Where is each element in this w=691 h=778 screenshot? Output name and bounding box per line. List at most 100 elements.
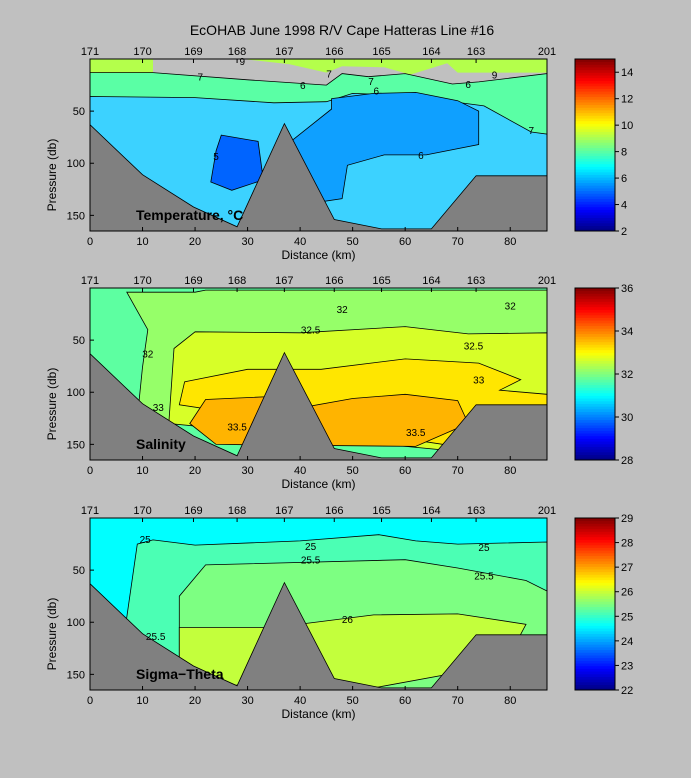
colorbar-swatch	[575, 630, 615, 634]
colorbar-swatch	[575, 451, 615, 456]
contour-region-9	[90, 59, 547, 75]
colorbar-swatch	[575, 158, 615, 162]
colorbar-swatch	[575, 679, 615, 683]
station-label: 164	[422, 275, 440, 287]
colorbar-swatch	[575, 665, 615, 669]
colorbar-swatch	[575, 544, 615, 548]
colorbar-swatch	[575, 344, 615, 348]
contour-label: 33	[473, 376, 485, 387]
colorbar-swatch	[575, 123, 615, 127]
colorbar-swatch	[575, 222, 615, 227]
colorbar-swatch	[575, 569, 615, 573]
panel-1: 32 32 32 32.5 32.5 33 33.5 33.5 33 171 170 169 168 16…	[45, 275, 633, 491]
x-tick-label: 50	[347, 695, 359, 707]
x-tick-label: 60	[399, 236, 411, 248]
colorbar-frame	[574, 58, 616, 232]
colorbar-swatch	[575, 427, 615, 431]
colorbar-tick-label: 26	[621, 587, 633, 599]
colorbar-tick-label: 8	[621, 147, 627, 159]
colorbar-swatch	[575, 422, 615, 426]
colorbar-swatch	[575, 550, 615, 554]
panel-label: Temperature, °C	[136, 207, 243, 223]
colorbar-swatch	[575, 520, 615, 524]
colorbar-swatch	[575, 360, 615, 364]
colorbar-swatch	[575, 374, 615, 378]
colorbar-swatch	[575, 80, 615, 84]
colorbar-swatch	[575, 147, 615, 151]
colorbar-swatch	[575, 314, 615, 318]
colorbar-swatch	[575, 376, 615, 380]
contour-label: 5	[213, 152, 219, 163]
colorbar-swatch	[575, 649, 615, 653]
colorbar-swatch	[575, 201, 615, 205]
contour-label: 32.5	[301, 326, 321, 337]
station-label: 201	[538, 505, 556, 517]
colorbar-swatch	[575, 306, 615, 310]
colorbar-swatch	[575, 518, 615, 522]
colorbar-swatch	[575, 72, 615, 76]
colorbar-tick-label: 28	[621, 455, 633, 467]
contour-label: 25.5	[301, 556, 321, 567]
contour-label: 6	[418, 151, 424, 162]
colorbar-swatch	[575, 406, 615, 410]
x-tick-label: 70	[452, 465, 464, 477]
colorbar-swatch	[575, 301, 615, 305]
colorbar-swatch	[575, 411, 615, 415]
colorbar-swatch	[575, 171, 615, 175]
colorbar-swatch	[575, 293, 615, 297]
y-tick-label: 150	[67, 439, 85, 451]
colorbar-swatch	[575, 687, 615, 691]
colorbar-swatch	[575, 526, 615, 530]
axes-frame	[89, 58, 548, 232]
colorbar-swatch	[575, 566, 615, 570]
station-label: 163	[467, 275, 485, 287]
colorbar-swatch	[575, 77, 615, 81]
contour-label: 33.5	[406, 428, 426, 439]
colorbar-swatch	[575, 104, 615, 108]
station-label: 163	[467, 46, 485, 58]
colorbar-swatch	[575, 61, 615, 65]
contour-label: 25.5	[474, 571, 494, 582]
x-tick-label: 60	[399, 465, 411, 477]
station-label: 164	[422, 505, 440, 517]
colorbar-swatch	[575, 112, 615, 116]
colorbar-swatch	[575, 85, 615, 89]
x-tick-label: 50	[347, 236, 359, 248]
colorbar-swatch	[575, 174, 615, 178]
colorbar-swatch	[575, 604, 615, 608]
colorbar-tick-label: 28	[621, 538, 633, 550]
colorbar-swatch	[575, 198, 615, 202]
y-tick-label: 150	[67, 669, 85, 681]
contour-label: 25.5	[146, 632, 166, 643]
colorbar-swatch	[575, 531, 615, 535]
x-tick-label: 40	[294, 695, 306, 707]
colorbar-tick-label: 10	[621, 120, 633, 132]
colorbar-swatch	[575, 400, 615, 404]
colorbar-swatch	[575, 320, 615, 324]
colorbar-tick-label: 32	[621, 369, 633, 381]
colorbar-tick-label: 23	[621, 660, 633, 672]
axes-frame	[89, 287, 548, 461]
station-label: 167	[275, 275, 293, 287]
colorbar-swatch	[575, 355, 615, 359]
station-label: 165	[372, 46, 390, 58]
colorbar: 28 30 32 34 36	[574, 283, 633, 467]
station-label: 171	[81, 505, 99, 517]
colorbar-swatch	[575, 612, 615, 616]
colorbar-swatch	[575, 433, 615, 437]
colorbar-swatch	[575, 668, 615, 672]
colorbar-swatch	[575, 644, 615, 648]
colorbar-swatch	[575, 457, 615, 461]
colorbar-swatch	[575, 371, 615, 375]
y-tick-label: 50	[73, 565, 85, 577]
colorbar-swatch	[575, 163, 615, 167]
colorbar-swatch	[575, 139, 615, 143]
y-tick-label: 50	[73, 335, 85, 347]
x-tick-label: 40	[294, 465, 306, 477]
colorbar-swatch	[575, 93, 615, 98]
colorbar-swatch	[575, 395, 615, 399]
colorbar-swatch	[575, 349, 615, 353]
contour-label: 7	[326, 70, 332, 81]
colorbar-swatch	[575, 331, 615, 335]
